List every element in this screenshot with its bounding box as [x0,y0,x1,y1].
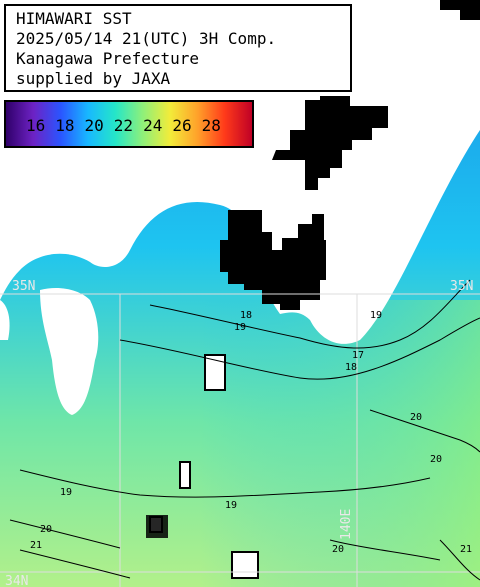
warm-water-area [200,300,480,587]
island-toshima [179,461,191,489]
isotherm-label-group: 17 18 18 19 19 19 19 20 20 20 20 21 21 [30,310,472,555]
isotherm-label: 17 [352,350,364,361]
isotherm-label: 20 [332,544,344,555]
isotherm-21-west [19,549,131,579]
isotherm-20-south [329,539,441,561]
island-oshima [204,354,226,391]
legend-tick: 28 [201,116,221,135]
miura-peninsula [40,288,99,415]
lon-label: 140E [339,509,354,540]
map-credit: supplied by JAXA [16,69,171,88]
cloud-mask-corner [440,0,480,20]
cloud-mask-bay [220,210,326,310]
graticule-label-group: 35N 35N 34N 140E [5,279,473,587]
isotherm-label: 19 [234,322,246,333]
legend-tick-labels: 16 18 20 22 24 26 28 [26,116,221,135]
isotherm-20-west [9,519,121,549]
isotherm-19-north [119,317,480,380]
isotherm-label: 20 [40,524,52,535]
isotherm-20-east [369,409,480,453]
legend-tick: 22 [113,116,134,135]
lat-label: 35N [450,279,473,294]
isotherm-18 [149,279,471,349]
isotherm-label: 20 [410,412,422,423]
legend-tick: 26 [172,116,192,135]
island-miyake [231,551,259,579]
isotherm-label: 19 [60,487,72,498]
legend-tick: 24 [143,116,163,135]
temperature-legend: 16 18 20 22 24 26 28 [4,100,254,148]
isotherm-label: 19 [225,500,237,511]
cloud-mask-islet [146,515,168,538]
isotherm-contours [9,279,480,581]
lat-label: 35N [12,279,35,294]
isotherm-label: 19 [370,310,382,321]
map-info-box: HIMAWARI SST 2025/05/14 21(UTC) 3H Comp.… [4,4,352,92]
map-timestamp: 2025/05/14 21(UTC) 3H Comp. [16,29,277,48]
left-coast [0,300,10,340]
isotherm-21-east [439,539,480,581]
map-title: HIMAWARI SST [16,9,132,28]
legend-tick: 16 [26,116,46,135]
isotherm-19-south [19,469,431,498]
cloud-mask-north [272,96,388,190]
isotherm-label: 18 [240,310,252,321]
isotherm-label: 21 [30,540,42,551]
legend-tick: 20 [84,116,104,135]
legend-color-ramp [6,102,252,146]
isotherm-label: 21 [460,544,472,555]
isotherm-label: 18 [345,362,357,373]
legend-tick: 18 [55,116,75,135]
lat-label: 34N [5,574,28,587]
isotherm-label: 20 [430,454,442,465]
map-region: Kanagawa Prefecture [16,49,200,68]
